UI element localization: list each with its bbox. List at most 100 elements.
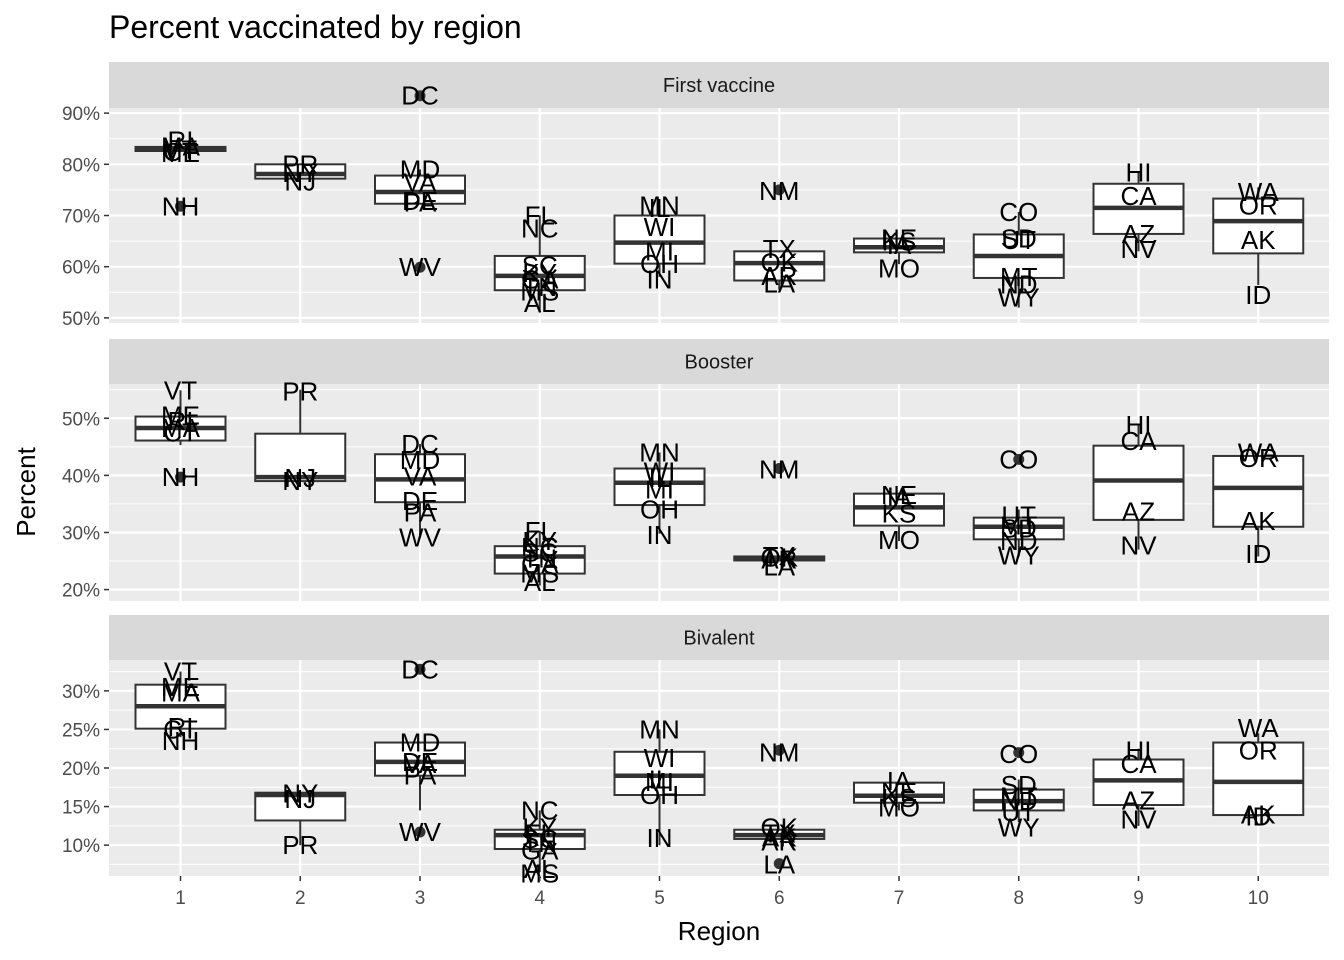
state-label: NY	[282, 778, 318, 808]
state-label: MT	[1000, 511, 1038, 541]
state-label: WI	[644, 456, 676, 486]
state-label: CO	[999, 444, 1038, 474]
state-label: CT	[163, 137, 198, 167]
state-label: LA	[763, 269, 795, 299]
state-label: OR	[1239, 443, 1278, 473]
x-tick-label: 9	[1133, 888, 1144, 909]
x-tick-label: 6	[774, 888, 785, 909]
state-label: ND	[1000, 786, 1038, 816]
state-label: IL	[649, 765, 671, 795]
state-label: ND	[1000, 270, 1038, 300]
box-region-1	[134, 145, 227, 153]
y-tick-label: 20%	[62, 581, 100, 602]
box-region-9	[1092, 172, 1185, 252]
outlier-point	[773, 744, 785, 756]
state-label: AK	[1241, 506, 1276, 536]
state-label: DE	[402, 486, 438, 516]
state-label: OH	[640, 780, 679, 810]
box-iqr	[254, 432, 347, 483]
box-region-7	[853, 237, 945, 265]
state-label: OR	[1239, 190, 1278, 220]
box-region-4	[493, 810, 586, 873]
x-tick-label: 3	[415, 888, 426, 909]
state-label: WI	[644, 743, 676, 773]
state-label: OH	[640, 495, 679, 525]
state-label: FL	[525, 516, 555, 546]
facet-strip-label: Booster	[685, 352, 754, 374]
facet-strip	[109, 62, 1329, 108]
box-iqr	[613, 214, 706, 265]
state-label: IN	[647, 264, 673, 294]
box-iqr	[1212, 454, 1305, 528]
state-label: MO	[878, 525, 920, 555]
state-label: RI	[168, 712, 194, 742]
box-iqr	[1212, 741, 1305, 817]
state-label: CA	[1120, 181, 1157, 211]
state-label: HI	[1126, 735, 1152, 765]
state-label: AR	[761, 261, 797, 291]
state-label: NY	[282, 466, 318, 496]
state-label: KY	[522, 526, 557, 556]
state-label: MI	[645, 475, 674, 505]
outlier-point	[773, 858, 785, 870]
state-label: OK	[760, 812, 798, 842]
outlier-point	[414, 663, 426, 675]
state-label: TN	[522, 544, 557, 574]
state-label: SC	[522, 537, 558, 567]
state-label: IN	[647, 520, 673, 550]
box-region-1	[134, 390, 227, 446]
state-label: CA	[1120, 426, 1157, 456]
state-label: FL	[525, 819, 555, 849]
x-tick-label: 8	[1013, 888, 1024, 909]
state-label: TN	[522, 828, 557, 858]
state-label: ME	[161, 400, 200, 430]
y-tick-label: 50%	[62, 309, 100, 330]
state-label: VA	[404, 749, 437, 779]
state-label: WA	[1238, 713, 1280, 743]
box-region-10	[1212, 733, 1305, 817]
state-label: DC	[401, 81, 439, 111]
x-tick-label: 10	[1248, 888, 1269, 909]
box-iqr	[374, 174, 466, 205]
state-label: MN	[639, 190, 679, 220]
state-label: WY	[998, 812, 1040, 842]
state-label: MO	[878, 254, 920, 284]
state-label: NM	[759, 738, 799, 768]
outlier-point	[414, 826, 426, 838]
box-region-6	[733, 828, 826, 840]
x-tick-label: 7	[894, 888, 905, 909]
state-label: DC	[401, 654, 439, 684]
state-label: NM	[759, 455, 799, 485]
state-label: PR	[282, 376, 318, 406]
x-tick-label: 2	[295, 888, 306, 909]
state-label: ND	[1000, 526, 1038, 556]
state-label: MD	[400, 154, 440, 184]
box-iqr	[853, 492, 945, 527]
state-label: SD	[1001, 513, 1037, 543]
box-region-1	[134, 671, 227, 738]
state-label: CO	[999, 739, 1038, 769]
state-label: MD	[400, 445, 440, 475]
state-label: VT	[164, 375, 197, 405]
state-label: LA	[763, 849, 795, 879]
state-label: SD	[1001, 224, 1037, 254]
state-label: ID	[1245, 802, 1271, 832]
state-label: MT	[1000, 782, 1038, 812]
state-label: NJ	[284, 463, 316, 493]
box-iqr	[1212, 197, 1305, 255]
box-region-3	[374, 443, 466, 538]
outlier-point	[773, 184, 785, 196]
state-label: HI	[1126, 158, 1152, 188]
y-tick-label: 90%	[62, 104, 100, 125]
state-label: CT	[163, 418, 198, 448]
state-label: AL	[524, 288, 556, 318]
state-label: KY	[522, 812, 557, 842]
state-label: MO	[878, 792, 920, 822]
state-label: MA	[161, 677, 201, 707]
state-label: KS	[882, 783, 917, 813]
state-label: WY	[998, 540, 1040, 570]
state-label: NE	[881, 777, 917, 807]
box-region-3	[374, 741, 466, 811]
state-label: PR	[282, 149, 318, 179]
state-label: VT	[164, 134, 197, 164]
